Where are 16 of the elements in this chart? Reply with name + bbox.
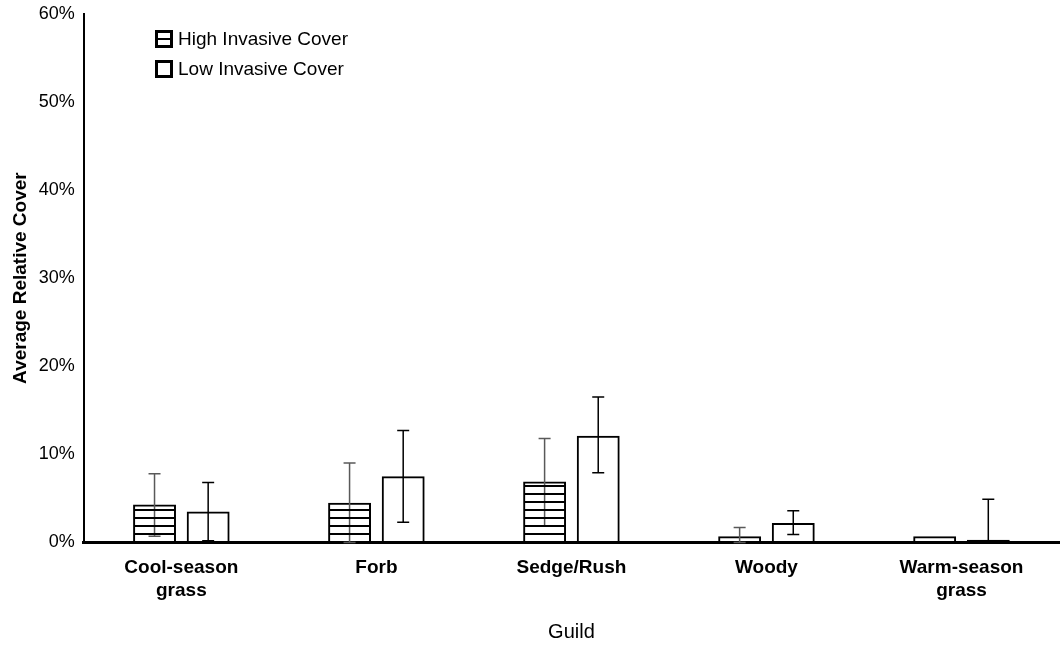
x-tick-label: Cool-season grass — [124, 556, 239, 600]
y-tick-label: 30% — [38, 267, 75, 288]
x-tick-label: Forb — [355, 556, 398, 578]
legend-label: High Invasive Cover — [178, 28, 349, 50]
y-tick-label: 10% — [38, 443, 75, 464]
y-tick-label: 50% — [38, 90, 75, 111]
x-tick-label: Woody — [734, 556, 799, 578]
y-tick-label: 60% — [38, 2, 75, 23]
x-tick-label: Sedge/Rush — [516, 556, 627, 578]
x-axis-title: Guild — [548, 619, 595, 642]
legend-label: Low Invasive Cover — [178, 58, 344, 80]
y-tick-label: 20% — [38, 355, 75, 376]
y-tick-label: 0% — [48, 531, 75, 552]
y-tick-label: 40% — [38, 178, 75, 199]
y-axis-title: Average Relative Cover — [8, 171, 30, 384]
x-tick-label: Warm-season grass — [899, 556, 1024, 600]
